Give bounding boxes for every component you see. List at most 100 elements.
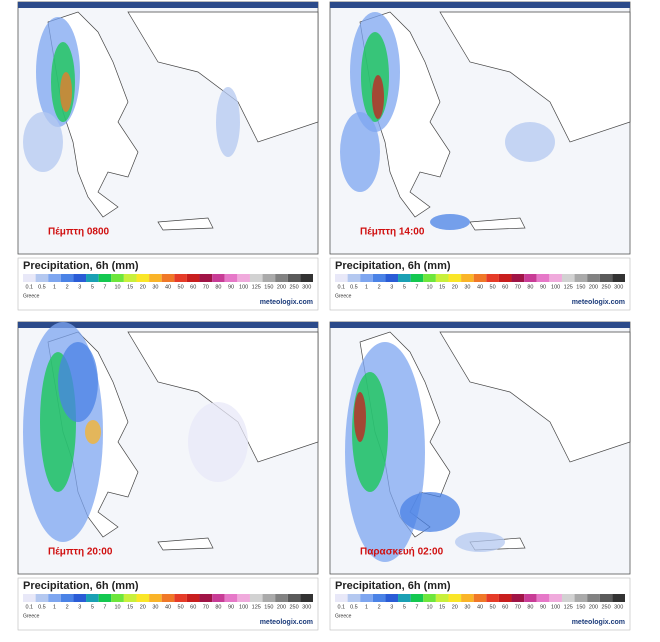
scale-swatch (174, 274, 187, 282)
scale-label: 80 (215, 604, 221, 610)
scale-label: 125 (564, 284, 573, 290)
scale-label: 40 (165, 604, 171, 610)
scale-swatch (186, 274, 200, 282)
region: Greece (335, 293, 352, 299)
scale-swatch (60, 274, 74, 282)
brand: meteologix.com (572, 619, 625, 626)
scale-swatch (599, 594, 613, 602)
scale-label: 1 (53, 604, 56, 610)
scale-swatch (561, 594, 575, 602)
panel-label: Πέμπτη 20:00 (48, 547, 113, 558)
scale-label: 20 (452, 604, 458, 610)
scale-label: 20 (140, 284, 146, 290)
scale-label: 250 (601, 284, 610, 290)
scale-label: 40 (477, 284, 483, 290)
scale-swatch (347, 594, 361, 602)
scale-label: 250 (289, 604, 298, 610)
scale-label: 300 (614, 604, 623, 610)
precip-area (60, 72, 72, 112)
scale-swatch (372, 594, 386, 602)
scale-label: 0.5 (38, 604, 46, 610)
scale-label: 80 (527, 284, 533, 290)
scale-swatch (86, 274, 99, 282)
scale-label: 7 (415, 604, 418, 610)
scale-label: 20 (452, 284, 458, 290)
legend-title: Precipitation, 6h (mm) (335, 260, 451, 272)
scale-label: 0.5 (350, 604, 358, 610)
scale-label: 30 (464, 284, 470, 290)
scale-swatch (174, 594, 187, 602)
scale-swatch (511, 274, 525, 282)
scale-swatch (23, 594, 36, 602)
panel: Πέμπτη 14:00 Precipitation, 6h (mm) 0.1 0.5… (329, 1, 631, 311)
scale-label: 200 (277, 604, 286, 610)
scale-swatch (473, 274, 487, 282)
scale-swatch (73, 594, 87, 602)
panel-label: Παρασκευή 02:00 (360, 547, 444, 558)
scale-label: 90 (228, 604, 234, 610)
scale-label: 250 (289, 284, 298, 290)
scale-swatch (249, 274, 263, 282)
scale-label: 30 (152, 604, 158, 610)
scale-swatch (448, 594, 462, 602)
scale-label: 50 (178, 284, 184, 290)
precip-area (505, 122, 555, 162)
map-header (18, 322, 318, 328)
scale-swatch (199, 274, 213, 282)
scale-swatch (423, 594, 436, 602)
scale-swatch (435, 594, 449, 602)
scale-swatch (599, 274, 613, 282)
scale-swatch (461, 274, 474, 282)
scale-swatch (237, 274, 250, 282)
scale-label: 60 (190, 284, 196, 290)
panel: Πέμπτη 0800 Precipitation, 6h (mm) 0.1 0.5 1… (17, 1, 319, 311)
scale-label: 90 (228, 284, 234, 290)
scale-label: 100 (239, 604, 248, 610)
panel: Πέμπτη 20:00 Precipitation, 6h (mm) 0.1 0.5… (17, 321, 319, 631)
scale-swatch (275, 594, 288, 602)
scale-label: 70 (203, 284, 209, 290)
scale-swatch (511, 594, 525, 602)
precip-area (216, 87, 240, 157)
legend-bg (329, 577, 631, 631)
scale-swatch (486, 594, 499, 602)
scale-label: 2 (66, 604, 69, 610)
land (439, 331, 631, 463)
scale-label: 60 (502, 604, 508, 610)
scale-swatch (136, 594, 150, 602)
scale-swatch (123, 274, 137, 282)
scale-swatch (372, 274, 386, 282)
scale-label: 150 (576, 604, 585, 610)
legend-bg (329, 257, 631, 311)
scale-label: 2 (66, 284, 69, 290)
scale-label: 60 (190, 604, 196, 610)
scale-label: 100 (239, 284, 248, 290)
scale-swatch (149, 594, 162, 602)
scale-label: 5 (403, 604, 406, 610)
scale-label: 7 (103, 284, 106, 290)
scale-swatch (249, 594, 263, 602)
precip-area (354, 392, 366, 442)
scale-label: 0.5 (350, 284, 358, 290)
brand: meteologix.com (260, 299, 313, 306)
scale-label: 10 (115, 604, 121, 610)
map-header (330, 2, 630, 8)
map-header (330, 322, 630, 328)
island (157, 537, 214, 551)
scale-label: 1 (53, 284, 56, 290)
scale-swatch (587, 274, 600, 282)
panel: Παρασκευή 02:00 Precipitation, 6h (mm) 0.1… (329, 321, 631, 631)
legend-bg (17, 577, 319, 631)
scale-swatch (60, 594, 74, 602)
scale-swatch (587, 594, 600, 602)
scale-swatch (612, 274, 625, 282)
scale-swatch (410, 594, 424, 602)
scale-label: 10 (427, 604, 433, 610)
scale-swatch (335, 274, 348, 282)
legend-title: Precipitation, 6h (mm) (23, 580, 139, 592)
region: Greece (23, 613, 40, 619)
scale-label: 3 (390, 284, 393, 290)
scale-swatch (524, 594, 537, 602)
scale-swatch (123, 594, 137, 602)
scale-swatch (199, 594, 213, 602)
